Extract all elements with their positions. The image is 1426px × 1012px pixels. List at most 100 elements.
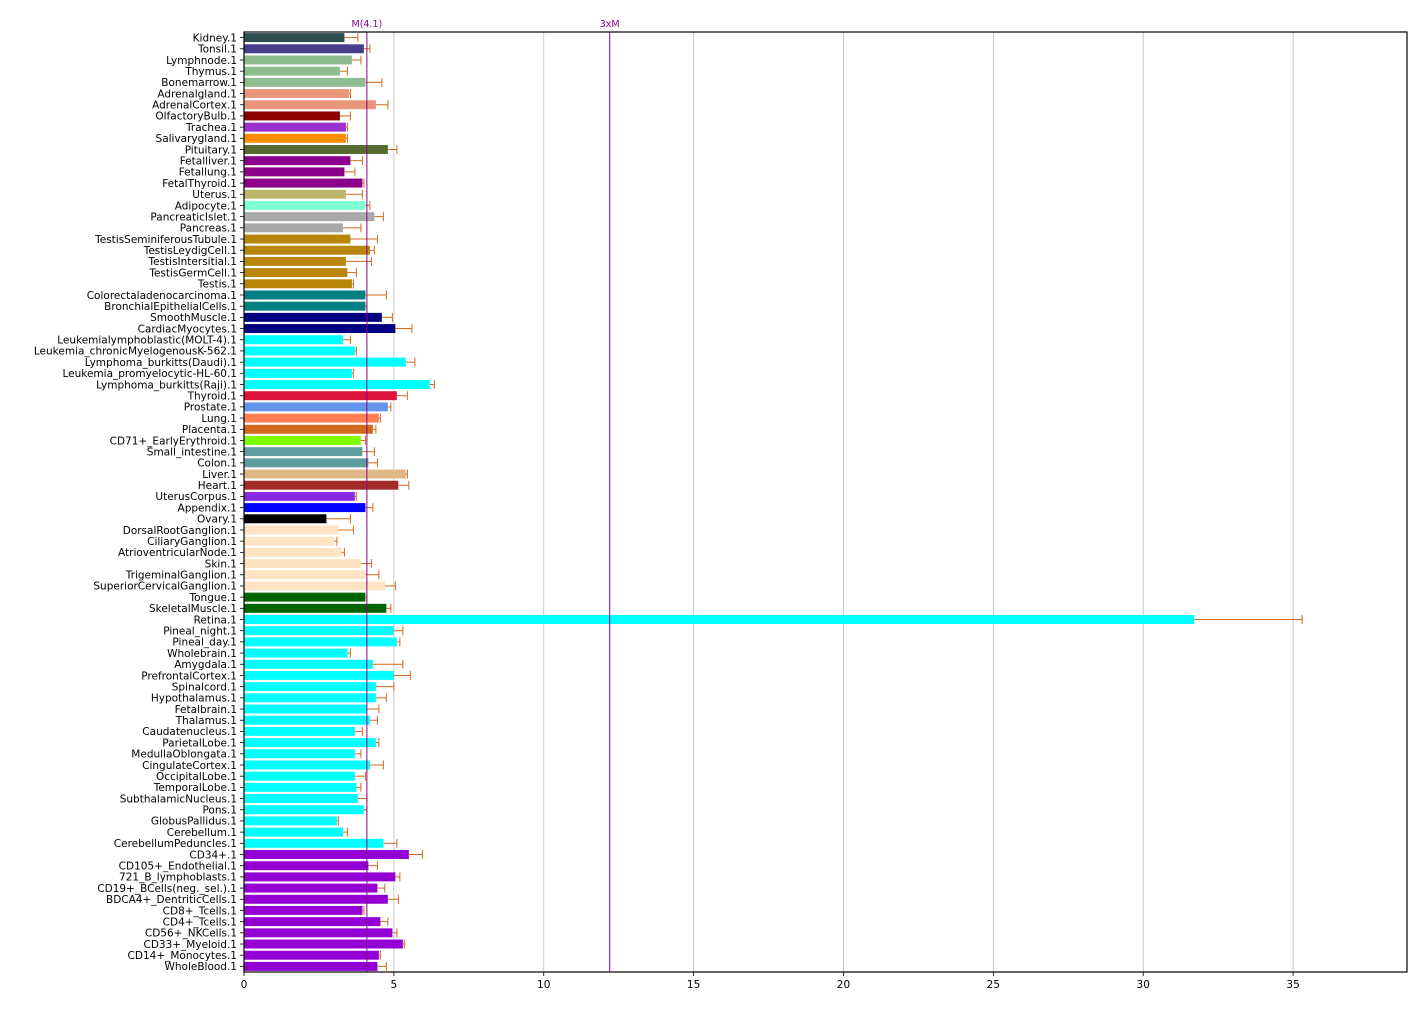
bar [244, 794, 358, 804]
y-tick-label: Pineal_night.1 [163, 625, 237, 637]
y-tick-label: OlfactoryBulb.1 [155, 111, 237, 123]
y-tick-label: Pancreas.1 [180, 223, 237, 235]
y-tick-label: Lymphoma_burkitts(Daudi).1 [85, 357, 237, 369]
y-tick-label: SkeletalMuscle.1 [149, 603, 237, 615]
y-tick-label: Ovary.1 [197, 514, 237, 526]
bar [244, 928, 393, 938]
y-tick-label: Colorectaladenocarcinoma.1 [87, 290, 237, 302]
y-tick-label: Appendix.1 [178, 502, 237, 514]
bar [244, 122, 346, 132]
y-tick-label: Lymphnode.1 [166, 55, 237, 67]
reference-line-label: M(4.1) [352, 19, 383, 30]
bar [244, 55, 352, 65]
bar [244, 905, 363, 915]
bar [244, 570, 366, 580]
bar [244, 693, 376, 703]
y-tick-label: CiliaryGanglion.1 [147, 536, 237, 548]
y-tick-label: CD71+_EarlyErythroid.1 [110, 435, 237, 447]
y-tick-label: SmoothMuscle.1 [150, 312, 237, 324]
bar [244, 324, 396, 334]
y-tick-label: Adipocyte.1 [175, 200, 237, 212]
y-tick-label: Pons.1 [202, 805, 237, 817]
bar [244, 771, 355, 781]
y-tick-label: TestisSeminiferousTubule.1 [94, 234, 237, 246]
y-tick-label: CD4+_Tcells.1 [163, 916, 237, 928]
y-tick-label: Salivarygland.1 [156, 133, 237, 145]
bar [244, 805, 364, 815]
bar [244, 536, 334, 546]
y-tick-label: Cerebellum.1 [167, 827, 237, 839]
y-tick-label: UterusCorpus.1 [155, 491, 237, 503]
y-tick-label: AtrioventricularNode.1 [118, 547, 237, 559]
y-tick-label: AdrenalCortex.1 [152, 100, 237, 112]
y-tick-label: Kidney.1 [193, 32, 237, 44]
bar [244, 391, 397, 401]
y-tick-label: PancreaticIslet.1 [150, 211, 237, 223]
y-tick-label: BDCA4+_DentriticCells.1 [106, 894, 237, 906]
y-tick-label: Leukemia_chronicMyelogenousK-562.1 [34, 346, 237, 358]
y-tick-label: CD33+_Myeloid.1 [143, 939, 237, 951]
bar [244, 782, 357, 792]
x-tick-label: 10 [537, 979, 550, 991]
y-tick-label: Lung.1 [201, 413, 237, 425]
y-tick-label: Trachea.1 [185, 122, 237, 134]
bar [244, 827, 343, 837]
bar [244, 738, 376, 748]
bar [244, 290, 366, 300]
bar [244, 368, 352, 378]
x-tick-label: 0 [241, 979, 248, 991]
y-tick-label: MedullaOblongata.1 [131, 749, 237, 761]
bar [244, 682, 376, 692]
y-tick-label: Thymus.1 [184, 66, 237, 78]
y-tick-label: Hypothalamus.1 [151, 693, 237, 705]
y-tick-label: Thalamus.1 [175, 715, 237, 727]
bar [244, 626, 394, 636]
bar [244, 715, 370, 725]
bar [244, 514, 327, 524]
bar [244, 704, 367, 714]
y-tick-label: Fetalliver.1 [180, 155, 237, 167]
bar [244, 939, 403, 949]
bar [244, 223, 343, 233]
bar [244, 749, 355, 759]
bar [244, 111, 340, 121]
plot-area [244, 32, 1407, 972]
y-tick-label: Uterus.1 [192, 189, 237, 201]
y-tick-label: ParietalLobe.1 [162, 737, 237, 749]
y-tick-label: GlobusPallidus.1 [151, 816, 237, 828]
bar [244, 100, 376, 110]
y-tick-label: TestisLeydigCell.1 [143, 245, 237, 257]
bar [244, 413, 379, 423]
bar [244, 44, 364, 54]
bar [244, 256, 346, 266]
bar [244, 156, 351, 166]
y-tick-label: Testis.1 [197, 279, 237, 291]
y-tick-label: CD19+_BCells(neg._sel.).1 [97, 883, 237, 895]
bar [244, 212, 375, 222]
y-tick-label: SuperiorCervicalGanglion.1 [93, 581, 237, 593]
y-tick-label: Caudatenucleus.1 [142, 726, 237, 738]
bar [244, 402, 388, 412]
bar [244, 77, 366, 87]
bar [244, 503, 366, 513]
y-tick-label: Bonemarrow.1 [161, 77, 237, 89]
bar [244, 458, 369, 468]
bar [244, 145, 388, 154]
bar [244, 648, 348, 658]
y-tick-label: Fetallung.1 [179, 167, 237, 179]
y-tick-label: Small_intestine.1 [147, 446, 237, 458]
reference-line-label: 3xM [600, 19, 620, 30]
y-tick-label: Pineal_day.1 [172, 637, 237, 649]
bar [244, 33, 345, 43]
bar [244, 480, 399, 490]
bar [244, 581, 385, 591]
y-tick-label: TestisIntersitial.1 [147, 256, 237, 268]
bar [244, 435, 361, 445]
y-tick-label: Leukemia_promyelocytic-HL-60.1 [62, 368, 237, 380]
y-tick-label: Fetalbrain.1 [175, 704, 237, 716]
bar [244, 525, 339, 535]
bar [244, 726, 355, 736]
bar [244, 961, 378, 971]
y-tick-label: TrigeminalGanglion.1 [125, 570, 237, 582]
